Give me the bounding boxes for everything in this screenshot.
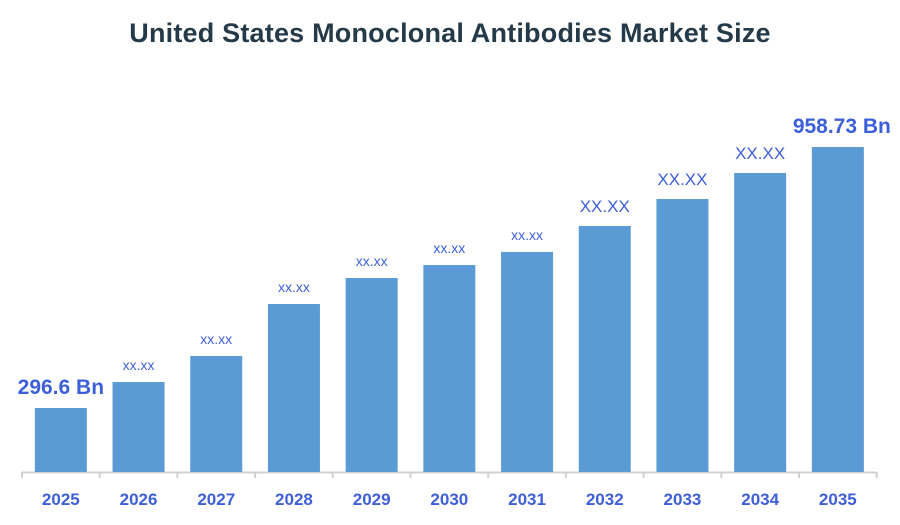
bar-2025 xyxy=(34,408,87,472)
data-label: xx.xx xyxy=(123,357,155,373)
data-label: xx.xx xyxy=(278,279,310,295)
bar-2030 xyxy=(423,265,476,472)
data-label: xx.xx xyxy=(433,240,465,256)
bar-2033 xyxy=(656,199,709,472)
bar-2032 xyxy=(578,226,631,472)
data-label: 296.6 Bn xyxy=(18,376,104,399)
data-label: xx.xx xyxy=(200,331,232,347)
bar-2028 xyxy=(267,304,320,472)
x-tick-label: 2034 xyxy=(741,490,779,509)
x-tick-label: 2028 xyxy=(275,490,313,509)
x-tick-label: 2029 xyxy=(353,490,391,509)
x-tick-label: 2025 xyxy=(42,490,80,509)
x-tick-label: 2027 xyxy=(197,490,235,509)
bar-2035 xyxy=(811,147,864,472)
x-tick-label: 2035 xyxy=(819,490,857,509)
x-tick-label: 2032 xyxy=(586,490,624,509)
x-tick-label: 2033 xyxy=(664,490,702,509)
data-label: XX.XX xyxy=(580,197,630,216)
data-label: XX.XX xyxy=(735,144,785,163)
chart-title: United States Monoclonal Antibodies Mark… xyxy=(129,18,771,48)
bar-2026 xyxy=(112,382,165,472)
x-tick-label: 2030 xyxy=(430,490,468,509)
data-label: 958.73 Bn xyxy=(793,115,891,138)
bar-2034 xyxy=(734,172,787,472)
x-tick-label: 2026 xyxy=(120,490,158,509)
data-label: xx.xx xyxy=(356,253,388,269)
bar-2029 xyxy=(345,277,398,472)
bar-2027 xyxy=(190,356,243,472)
data-label: xx.xx xyxy=(511,227,543,243)
data-label: XX.XX xyxy=(657,170,707,189)
bar-2031 xyxy=(501,252,554,472)
x-tick-label: 2031 xyxy=(508,490,546,509)
